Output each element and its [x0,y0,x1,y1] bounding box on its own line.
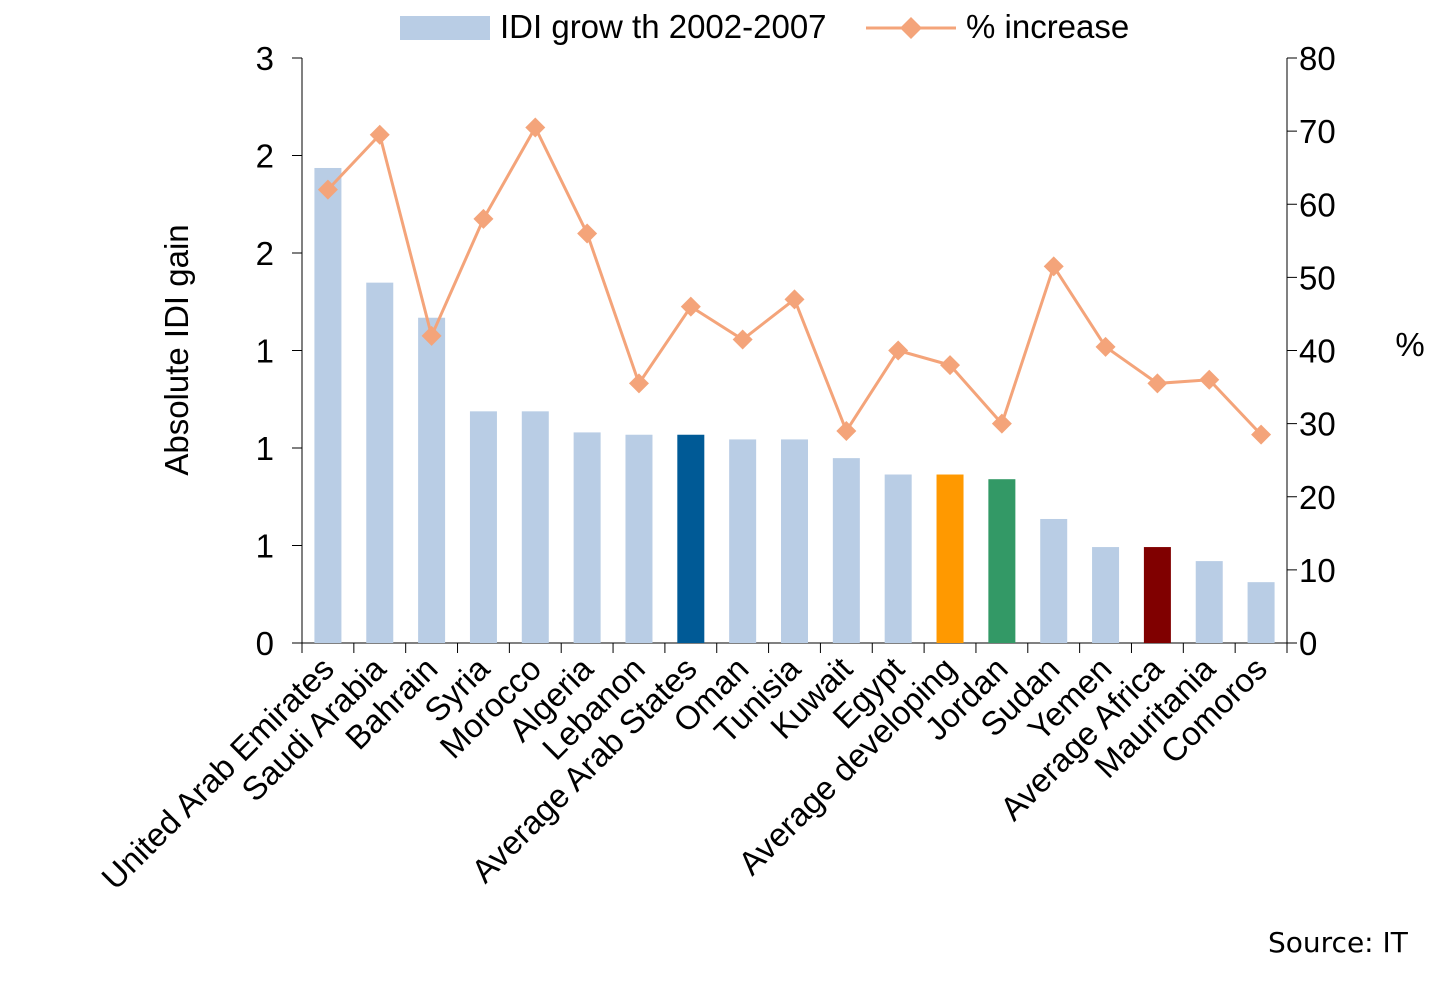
bar [573,432,601,643]
bar [936,474,964,643]
y-tick-label: 1 [256,430,274,467]
percent-point [888,340,909,361]
y-tick-label: 1 [256,333,274,370]
percent-point [1251,424,1272,445]
percent-point [421,325,442,346]
bar [729,439,757,643]
percent-point [1199,369,1220,390]
bar [314,167,342,644]
percent-point [732,329,753,350]
percent-point [1043,256,1064,277]
line-series [317,117,1272,445]
bar [988,479,1016,643]
bar [1195,561,1223,643]
y2-tick-label: 70 [1299,113,1336,150]
y2-tick-label: 60 [1299,186,1336,223]
percent-point [836,420,857,441]
percent-point [525,117,546,138]
legend-bar-label: IDI grow th 2002-2007 [500,8,827,45]
y2-tick-label: 0 [1299,625,1317,662]
bar [1143,547,1171,643]
y-axis-label: Absolute IDI gain [158,224,195,475]
bar [677,434,705,643]
bar [832,458,860,643]
bars [314,167,1275,644]
bar [1092,547,1120,643]
legend-line-marker [900,17,922,39]
legend-line-label: % increase [966,8,1129,45]
bar [521,411,549,643]
percent-point [628,373,649,394]
y2-tick-label: 80 [1299,40,1336,77]
percent-point [369,124,390,145]
bar [469,411,497,643]
percent-point [1147,373,1168,394]
bar [781,439,808,643]
bar [366,282,394,643]
source-note: Source: IT [1268,926,1408,959]
y-tick-label: 0 [256,625,274,662]
percent-line [326,124,1263,436]
y2-tick-label: 50 [1299,259,1336,296]
y-tick-label: 2 [256,138,274,175]
y2-tick-label: 20 [1299,479,1336,516]
percent-point [784,289,805,310]
category-label: United Arab Emirates [94,650,341,897]
y2-tick-label: 10 [1299,552,1336,589]
y-tick-label: 3 [256,40,274,77]
y2-tick-label: 40 [1299,333,1336,370]
bar [1247,582,1275,643]
bar [884,474,912,643]
y-tick-label: 1 [256,528,274,565]
y2-axis-label: % [1395,326,1424,363]
percent-point [473,208,494,229]
legend: IDI grow th 2002-2007 % increase [400,8,1129,45]
bar [1040,518,1068,643]
y-tick-label: 2 [256,235,274,272]
percent-point [991,413,1012,434]
bar [418,317,446,643]
percent-point [940,355,961,376]
percent-point [577,223,598,244]
bar [625,434,653,643]
percent-point [680,296,701,317]
y2-tick-label: 30 [1299,406,1336,443]
percent-point [317,179,338,200]
legend-bar-swatch [400,16,490,40]
percent-point [1095,336,1116,357]
